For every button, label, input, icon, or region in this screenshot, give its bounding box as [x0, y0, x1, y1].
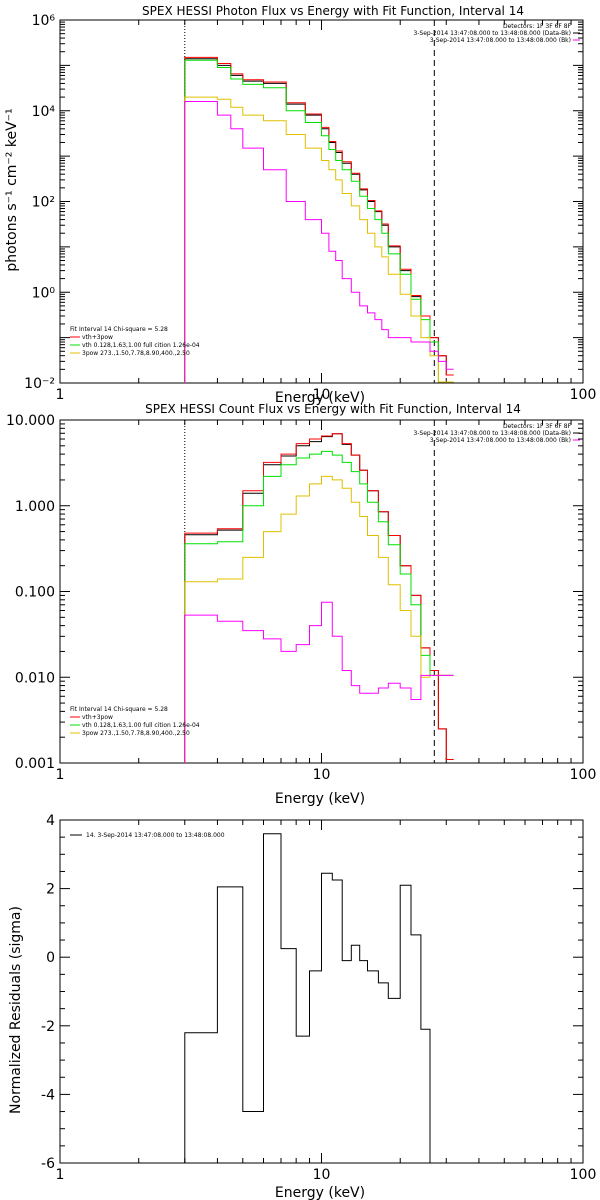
x-axis-label: Energy (keV) [275, 390, 365, 406]
panel-title: SPEX HESSI Count Flux vs Energy with Fit… [145, 402, 521, 416]
x-tick-label: 10 [313, 1167, 331, 1183]
x-tick-label: 10 [313, 767, 331, 783]
fit-text-line: Fit Interval 14 Chi-square = 5.28 [70, 326, 168, 333]
y-tick-label: 10⁴ [32, 104, 56, 120]
series-line-0 [184, 833, 439, 1163]
fit-text-line: Fit Interval 14 Chi-square = 5.28 [70, 706, 168, 713]
fit-text-line: 3pow 273.,1.50,7.78,8.90,400.,2.50 [82, 730, 190, 737]
series-line-3 [184, 96, 454, 383]
series-line-3 [184, 475, 454, 763]
fit-text-line: vth+3pow [82, 334, 113, 341]
y-axis-label: photons s⁻¹ cm⁻² keV⁻¹ [4, 108, 20, 271]
series-line-2 [184, 59, 454, 383]
x-tick-label: 1 [56, 387, 65, 403]
x-tick-label: 1 [56, 767, 65, 783]
y-tick-label: 1.000 [15, 499, 55, 515]
info-line: 3-Sep-2014 13:47:08.000 to 13:48:08.000 … [413, 430, 571, 437]
series-group [184, 56, 454, 383]
y-tick-label: 0 [46, 950, 55, 966]
y-tick-label: 10⁶ [32, 13, 56, 29]
count-flux-panel: SPEX HESSI Count Flux vs Energy with Fit… [6, 402, 596, 807]
x-axis-label: Energy (keV) [275, 791, 365, 807]
fit-text-line: vth 0.128,1.63,1.00 full cition 1.26e-04 [82, 342, 200, 349]
x-tick-label: 1 [56, 1167, 65, 1183]
series-line-0 [184, 433, 454, 763]
plot-frame [59, 819, 584, 1164]
x-axis-label: Energy (keV) [275, 1185, 365, 1200]
series-line-1 [184, 56, 454, 383]
series-line-2 [184, 450, 454, 763]
fit-text-line: 3pow 273.,1.50,7.78,8.90,400.,2.50 [82, 350, 190, 357]
info-line: 3-Sep-2014 13:47:08.000 to 13:48:08.000 … [430, 437, 571, 444]
panel-title: SPEX HESSI Photon Flux vs Energy with Fi… [142, 4, 524, 18]
fit-text-line: vth 0.128,1.63,1.00 full cition 1.26e-04 [82, 722, 200, 729]
residuals-panel: Energy (keV) Normalized Residuals (sigma… [8, 813, 596, 1200]
y-tick-label: -6 [41, 1156, 55, 1172]
info-line: 3-Sep-2014 13:47:08.000 to 13:48:08.000 … [430, 37, 571, 44]
x-tick-label: 100 [570, 767, 597, 783]
series-line-1 [184, 433, 454, 763]
legend-label: 14. 3-Sep-2014 13:47:08.000 to 13:48:08.… [86, 832, 225, 839]
info-line: 3-Sep-2014 13:47:08.000 to 13:48:08.000 … [413, 30, 571, 37]
y-tick-label: 10² [32, 195, 55, 211]
series-group [184, 433, 454, 763]
series-line-4 [184, 601, 454, 763]
y-tick-label: 10.000 [6, 413, 55, 429]
series-line-4 [184, 101, 454, 383]
series-group [184, 833, 439, 1163]
x-tick-label: 100 [570, 1167, 597, 1183]
y-tick-label: 2 [46, 882, 55, 898]
y-axis-label: Normalized Residuals (sigma) [8, 906, 24, 1114]
x-tick-label: 100 [570, 387, 597, 403]
y-tick-label: 0.100 [15, 585, 55, 601]
fit-text-line: vth+3pow [82, 714, 113, 721]
y-tick-label: 0.001 [15, 756, 55, 772]
series-line-0 [184, 58, 454, 383]
info-line: Detectors: 1F 3F 6F 8F [503, 23, 572, 30]
y-tick-label: 10⁰ [32, 285, 56, 301]
info-line: Detectors: 1F 3F 6F 8F [503, 423, 572, 430]
y-tick-label: -2 [41, 1019, 55, 1035]
photon-flux-panel: SPEX HESSI Photon Flux vs Energy with Fi… [4, 4, 596, 406]
y-tick-label: 4 [46, 813, 55, 829]
y-tick-label: 10⁻² [24, 376, 55, 392]
y-tick-label: -4 [41, 1087, 55, 1103]
x-tick-label: 10 [313, 387, 331, 403]
y-tick-label: 0.010 [15, 670, 55, 686]
